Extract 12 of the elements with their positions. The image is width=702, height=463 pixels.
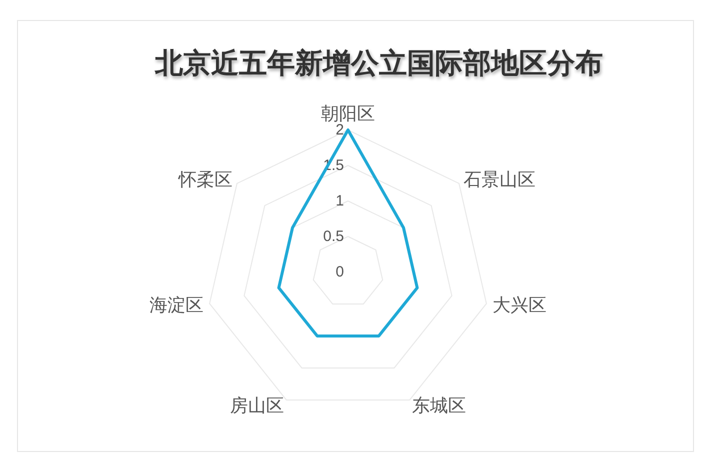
spoke-label: 房山区 [230,395,284,416]
y-tick-label: 0.5 [323,228,344,245]
spoke-label: 东城区 [412,395,466,416]
chart-title: 北京近五年新增公立国际部地区分布 [154,48,603,78]
spoke-label: 大兴区 [492,294,546,315]
y-tick-label: 0 [336,264,344,280]
y-tick-label: 2 [336,122,344,138]
spoke-label: 怀柔区 [177,170,232,190]
spoke-label: 海淀区 [150,294,204,315]
spoke-label: 朝阳区 [321,104,375,124]
spoke-label: 石景山区 [464,170,536,190]
y-tick-label: 1 [336,192,344,210]
